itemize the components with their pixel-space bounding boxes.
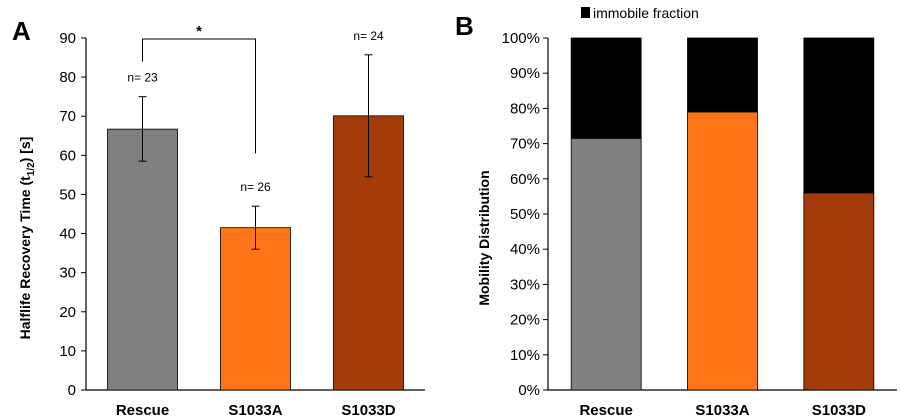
- x-tick-label-b: S1033D: [812, 402, 866, 419]
- bar-b-mobile-s1033d: [803, 192, 875, 391]
- panel-label-a: A: [12, 16, 31, 46]
- y-tick-label-a: 0: [68, 382, 76, 399]
- y-tick-label-a: 60: [59, 147, 76, 164]
- y-tick-label-a: 10: [59, 343, 76, 360]
- bar-b-immobile-s1033d: [803, 37, 875, 194]
- bar-b-immobile-rescue: [570, 37, 642, 139]
- y-tick-label-a: 90: [59, 30, 76, 47]
- x-tick-label-a: S1033A: [228, 402, 282, 419]
- axes-b: 0% 10% 20% 30% 40% 50% 60% 70% 80% 90% 100%: [502, 30, 897, 399]
- x-tick-label-b: S1033A: [695, 402, 749, 419]
- legend-label-immobile: immobile fraction: [593, 5, 699, 21]
- y-tick-label-b: 60%: [510, 171, 540, 188]
- y-tick-label-a: 50: [59, 186, 76, 203]
- n-label-a: n= 23: [127, 71, 158, 85]
- y-tick-label-b: 0%: [518, 382, 540, 399]
- y-tick-label-a: 20: [59, 304, 76, 321]
- bar-b-immobile-s1033a: [687, 37, 758, 113]
- chart-panel-a: A Halflife Recovery Time (t1/2) [s] 0 10 2…: [12, 16, 425, 419]
- bar-b-mobile-rescue: [570, 137, 642, 391]
- y-tick-label-b: 20%: [510, 312, 540, 329]
- y-tick-label-a: 70: [59, 108, 76, 125]
- panel-label-b: B: [455, 11, 474, 41]
- bars-b: Rescue S1033A S1033D: [570, 37, 875, 419]
- chart-panel-b: B immobile fraction Mobility Distributio…: [455, 5, 897, 419]
- n-label-a: n= 26: [240, 180, 271, 194]
- y-tick-label-b: 30%: [510, 276, 540, 293]
- y-tick-label-a: 40: [59, 226, 76, 243]
- y-tick-label-b: 40%: [510, 241, 540, 258]
- y-tick-label-b: 90%: [510, 65, 540, 82]
- y-axis-label-a-subscript: 1/2: [26, 162, 37, 176]
- bar-a-s1033a: [220, 227, 291, 391]
- legend-swatch-immobile: [581, 7, 590, 18]
- y-tick-label-a: 80: [59, 69, 76, 86]
- y-axis-label-a-main: Halflife Recovery Time (t: [17, 176, 33, 339]
- x-tick-label-a: S1033D: [341, 402, 395, 419]
- y-tick-label-b: 50%: [510, 206, 540, 223]
- y-tick-label-b: 100%: [502, 30, 540, 47]
- bars-a: n= 23 Rescue n= 26 S1033A n= 24 S1033D *: [107, 23, 404, 419]
- x-tick-label-a: Rescue: [116, 402, 169, 419]
- y-tick-label-b: 10%: [510, 347, 540, 364]
- significance-bracket: *: [142, 23, 256, 154]
- n-label-a: n= 24: [353, 29, 384, 43]
- y-tick-label-b: 80%: [510, 100, 540, 117]
- bar-b-mobile-s1033a: [687, 111, 758, 391]
- y-tick-label-a: 30: [59, 265, 76, 282]
- y-axis-label-a-tail: ) [s]: [17, 137, 33, 163]
- significance-line: [142, 38, 256, 154]
- y-axis-label-b: Mobility Distribution: [476, 170, 492, 305]
- bar-a-rescue: [107, 128, 178, 391]
- y-tick-label-b: 70%: [510, 136, 540, 153]
- y-axis-label-a: Halflife Recovery Time (t1/2) [s]: [17, 137, 37, 340]
- x-tick-label-b: Rescue: [579, 402, 632, 419]
- axes-a: 0 10 20 30 40 50 60 70 80 90: [59, 30, 425, 399]
- significance-star: *: [196, 23, 202, 40]
